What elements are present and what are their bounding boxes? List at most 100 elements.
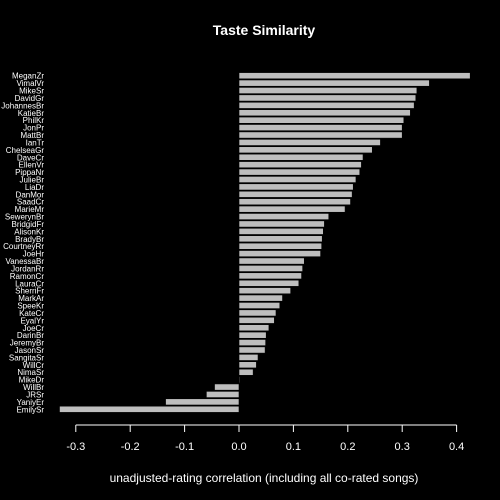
bar-DanMor xyxy=(238,190,353,198)
category-label: LauraCr xyxy=(15,279,44,288)
bar-MarkAr xyxy=(238,294,283,302)
category-label: MarkAr xyxy=(18,294,44,303)
chart-title: Taste Similarity xyxy=(213,22,316,38)
category-label: BradyBr xyxy=(15,235,44,244)
category-label: JoeHr xyxy=(23,250,45,259)
bar-CourtneyRr xyxy=(238,242,322,250)
category-label: SpeeKr xyxy=(17,302,44,311)
bar-SewerynBr xyxy=(238,213,330,220)
bar-RamonCr xyxy=(238,272,302,280)
category-label: JordanRr xyxy=(11,264,44,273)
category-labels: MeganZrVimalVrMikeSrDavidGrJohannesBrKat… xyxy=(1,72,44,415)
category-label: PhilKr xyxy=(23,116,45,125)
x-tick-label: 0.2 xyxy=(340,441,355,453)
bar-SpeeKr xyxy=(238,302,281,309)
bar-AlisonKr xyxy=(238,227,324,235)
category-label: SaadCr xyxy=(17,198,44,207)
category-label: JRSr xyxy=(26,390,44,399)
bar-JulieBr xyxy=(238,176,357,183)
bar-SaadCr xyxy=(238,198,351,206)
x-tick-label: 0.1 xyxy=(286,441,301,453)
category-label: LiaDr xyxy=(25,183,44,192)
category-label: MikeSr xyxy=(19,87,44,96)
category-label: RamonCr xyxy=(10,272,45,281)
x-tick-label: -0.3 xyxy=(66,441,85,453)
bar-DavidGr xyxy=(238,94,417,102)
bar-BradyBr xyxy=(238,235,323,243)
bar-NimaSr xyxy=(238,368,254,376)
bar-PippaNr xyxy=(238,168,361,176)
category-label: BridgidFr xyxy=(12,220,45,229)
x-axis-title: unadjusted-rating correlation (including… xyxy=(110,471,419,485)
category-label: DarinBr xyxy=(17,331,44,340)
x-axis: -0.3 -0.2 -0.1 0.0 0.1 0.2 0.3 0.4 xyxy=(66,424,464,453)
category-label: MeganZr xyxy=(12,72,44,81)
bar-DaveCr xyxy=(238,153,364,161)
bar-LiaDr xyxy=(238,183,354,191)
category-label: CourtneyRr xyxy=(3,242,44,251)
category-label: VanessaBr xyxy=(5,257,44,266)
bar-JRSr xyxy=(206,391,240,398)
category-label: MikeDr xyxy=(19,376,45,385)
bar-DarinBr xyxy=(238,331,267,339)
category-label: EllenVr xyxy=(19,161,45,170)
category-label: EmilySr xyxy=(16,405,44,414)
category-label: JoeCr xyxy=(23,324,45,333)
bar-JoeHr xyxy=(238,250,321,258)
category-label: WillCr xyxy=(23,361,45,370)
category-label: JulieBr xyxy=(20,175,45,184)
bar-MattBr xyxy=(238,131,403,139)
bar-JasonSr xyxy=(238,346,266,354)
bar-BridgidFr xyxy=(238,220,325,228)
category-label: AlisonKr xyxy=(14,227,44,236)
bar-JordanRr xyxy=(238,265,303,272)
category-label: DaveCr xyxy=(17,153,44,162)
bar-ChelseaGr xyxy=(238,146,373,154)
category-label: VimalVr xyxy=(16,79,44,88)
bar-YaniyEr xyxy=(165,398,240,406)
category-label: KatieBr xyxy=(18,109,45,118)
bar-MikeSr xyxy=(238,87,418,94)
bar-KatieBr xyxy=(238,109,411,117)
category-label: KateCr xyxy=(19,309,44,318)
bar-JeremyBr xyxy=(238,339,266,346)
bar-VanessaBr xyxy=(238,257,305,265)
category-label: ChelseaGr xyxy=(6,146,45,155)
x-tick-label: -0.1 xyxy=(175,441,194,453)
category-label: SewerynBr xyxy=(5,213,44,222)
bar-EyalYr xyxy=(238,316,275,324)
x-tick-label: 0.3 xyxy=(395,441,410,453)
bar-JonPr xyxy=(238,124,403,132)
x-tick-label: -0.2 xyxy=(121,441,140,453)
bar-EllenVr xyxy=(238,161,362,169)
category-label: DavidGr xyxy=(15,94,45,103)
bar-MarieMr xyxy=(238,205,346,213)
category-label: SangitaSr xyxy=(9,353,44,362)
category-label: PippaNr xyxy=(15,168,44,177)
category-label: DanMor xyxy=(16,190,45,199)
category-label: EyalYr xyxy=(20,316,44,325)
bar-WillCr xyxy=(238,361,257,369)
x-tick-label: 0.4 xyxy=(449,441,464,453)
bar-JoeCr xyxy=(238,324,270,332)
category-label: JohannesBr xyxy=(1,101,44,110)
bar-KateCr xyxy=(238,309,277,317)
bar-VimalVr xyxy=(238,79,430,87)
bar-LauraCr xyxy=(238,279,300,287)
bar-SherriFr xyxy=(238,287,291,295)
bar-SangitaSr xyxy=(238,353,259,361)
category-label: MattBr xyxy=(20,131,44,140)
category-label: JonPr xyxy=(23,124,44,133)
bars-group xyxy=(59,72,471,413)
bar-MeganZr xyxy=(238,72,471,80)
category-label: WillBr xyxy=(23,383,44,392)
category-label: MarieMr xyxy=(15,205,45,214)
x-tick-label: 0.0 xyxy=(231,441,246,453)
category-label: SherriFr xyxy=(15,287,44,296)
category-label: JasonSr xyxy=(15,346,45,355)
category-label: IanTr xyxy=(26,138,45,147)
bar-MikeDr xyxy=(238,376,241,384)
category-label: YaniyEr xyxy=(17,398,45,407)
bar-IanTr xyxy=(238,139,381,146)
